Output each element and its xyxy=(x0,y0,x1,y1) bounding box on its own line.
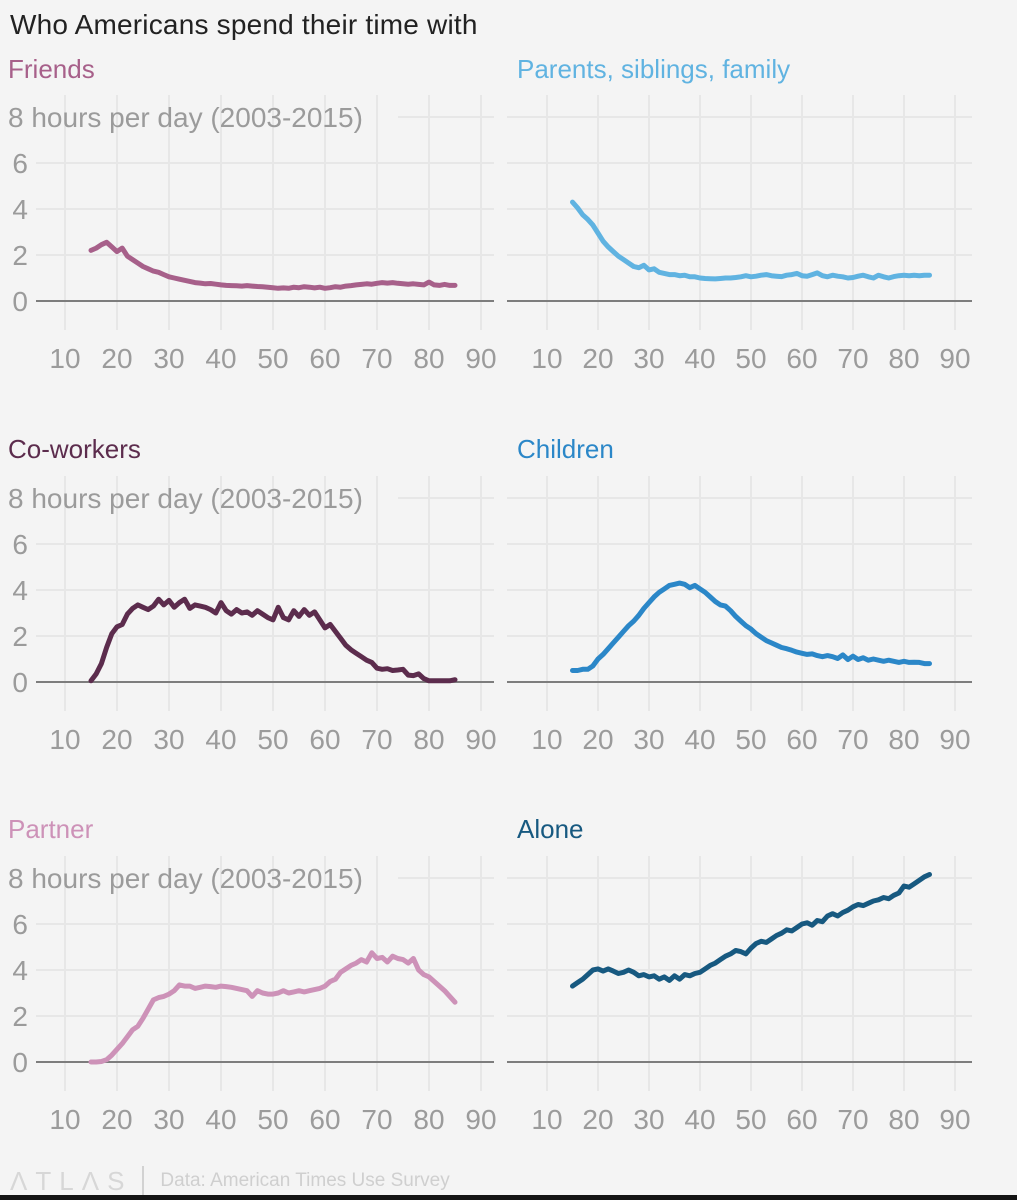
x-tick-label: 50 xyxy=(257,724,288,755)
x-tick-label: 30 xyxy=(153,1104,184,1135)
panel-title-children: Children xyxy=(517,434,614,464)
x-tick-label: 60 xyxy=(786,343,817,374)
x-tick-label: 60 xyxy=(786,724,817,755)
x-tick-label: 90 xyxy=(939,343,970,374)
series-line xyxy=(88,950,458,1065)
chart-panel-alone: 10 20 30 40 50 60 70 80 90 xyxy=(507,856,972,1135)
data-source: Data: American Times Use Survey xyxy=(160,1170,450,1191)
chart-panel-children: 10 20 30 40 50 60 70 80 90 xyxy=(507,476,972,755)
series-line xyxy=(570,580,932,673)
x-tick-label: 20 xyxy=(101,1104,132,1135)
x-tick-label: 90 xyxy=(939,724,970,755)
series-line xyxy=(88,239,458,291)
x-tick-label: 60 xyxy=(309,343,340,374)
x-tick-label: 80 xyxy=(888,724,919,755)
x-tick-label: 20 xyxy=(582,1104,613,1135)
x-tick-label: 70 xyxy=(361,724,392,755)
y-tick-label: 0 xyxy=(12,667,28,698)
x-tick-label: 40 xyxy=(684,343,715,374)
unit-label: 8 hours per day (2003-2015) xyxy=(8,863,363,894)
y-tick-label: 2 xyxy=(12,240,28,271)
y-tick-label: 4 xyxy=(12,575,28,606)
x-tick-label: 40 xyxy=(205,343,236,374)
x-tick-label: 50 xyxy=(735,724,766,755)
x-tick-label: 70 xyxy=(837,724,868,755)
bottom-bar xyxy=(0,1195,1017,1200)
x-tick-label: 40 xyxy=(684,1104,715,1135)
x-tick-label: 80 xyxy=(413,343,444,374)
x-tick-label: 10 xyxy=(49,724,80,755)
series-line xyxy=(570,872,932,989)
x-tick-label: 60 xyxy=(309,1104,340,1135)
x-tick-label: 10 xyxy=(531,1104,562,1135)
x-tick-label: 90 xyxy=(939,1104,970,1135)
x-tick-label: 80 xyxy=(413,1104,444,1135)
x-tick-label: 60 xyxy=(309,724,340,755)
y-tick-label: 6 xyxy=(12,909,28,940)
x-tick-label: 40 xyxy=(205,1104,236,1135)
panel-title-partner: Partner xyxy=(8,814,94,844)
x-tick-label: 20 xyxy=(582,343,613,374)
x-tick-label: 10 xyxy=(531,343,562,374)
x-tick-label: 40 xyxy=(205,724,236,755)
x-tick-label: 10 xyxy=(49,343,80,374)
x-tick-label: 60 xyxy=(786,1104,817,1135)
x-tick-label: 30 xyxy=(633,343,664,374)
x-tick-label: 30 xyxy=(633,724,664,755)
x-tick-label: 90 xyxy=(465,724,496,755)
x-tick-label: 50 xyxy=(735,1104,766,1135)
x-tick-label: 20 xyxy=(101,724,132,755)
series-line xyxy=(88,596,458,684)
chart-panel-parents-siblings-family: 10 20 30 40 50 60 70 80 90 xyxy=(507,95,972,374)
unit-label: 8 hours per day (2003-2015) xyxy=(8,102,363,133)
panel-title-friends: Friends xyxy=(8,54,95,84)
x-tick-label: 30 xyxy=(153,724,184,755)
series-line xyxy=(570,199,932,282)
x-tick-label: 10 xyxy=(49,1104,80,1135)
x-tick-label: 20 xyxy=(101,343,132,374)
y-tick-label: 4 xyxy=(12,955,28,986)
unit-label: 8 hours per day (2003-2015) xyxy=(8,483,363,514)
x-tick-label: 50 xyxy=(735,343,766,374)
x-tick-label: 80 xyxy=(888,1104,919,1135)
x-tick-label: 80 xyxy=(888,343,919,374)
y-tick-label: 4 xyxy=(12,194,28,225)
y-tick-label: 2 xyxy=(12,621,28,652)
x-tick-label: 70 xyxy=(837,1104,868,1135)
footer: ΛTLΛS Data: American Times Use Survey xyxy=(10,1164,450,1198)
y-tick-label: 6 xyxy=(12,529,28,560)
y-tick-label: 6 xyxy=(12,148,28,179)
x-tick-label: 50 xyxy=(257,1104,288,1135)
page-title: Who Americans spend their time with xyxy=(10,9,478,40)
x-tick-label: 30 xyxy=(153,343,184,374)
x-tick-label: 70 xyxy=(361,343,392,374)
x-tick-label: 10 xyxy=(531,724,562,755)
y-tick-label: 0 xyxy=(12,1047,28,1078)
panel-title-alone: Alone xyxy=(517,814,584,844)
x-tick-label: 50 xyxy=(257,343,288,374)
atlas-logo: ΛTLΛS xyxy=(10,1165,133,1196)
panel-title-parents-siblings-family: Parents, siblings, family xyxy=(517,54,791,84)
footer-divider-icon xyxy=(142,1166,145,1196)
y-tick-label: 0 xyxy=(12,286,28,317)
x-tick-label: 70 xyxy=(837,343,868,374)
x-tick-label: 40 xyxy=(684,724,715,755)
x-tick-label: 90 xyxy=(465,1104,496,1135)
panel-title-co-workers: Co-workers xyxy=(8,434,141,464)
x-tick-label: 90 xyxy=(465,343,496,374)
x-tick-label: 20 xyxy=(582,724,613,755)
x-tick-label: 30 xyxy=(633,1104,664,1135)
x-tick-label: 80 xyxy=(413,724,444,755)
y-tick-label: 2 xyxy=(12,1001,28,1032)
x-tick-label: 70 xyxy=(361,1104,392,1135)
